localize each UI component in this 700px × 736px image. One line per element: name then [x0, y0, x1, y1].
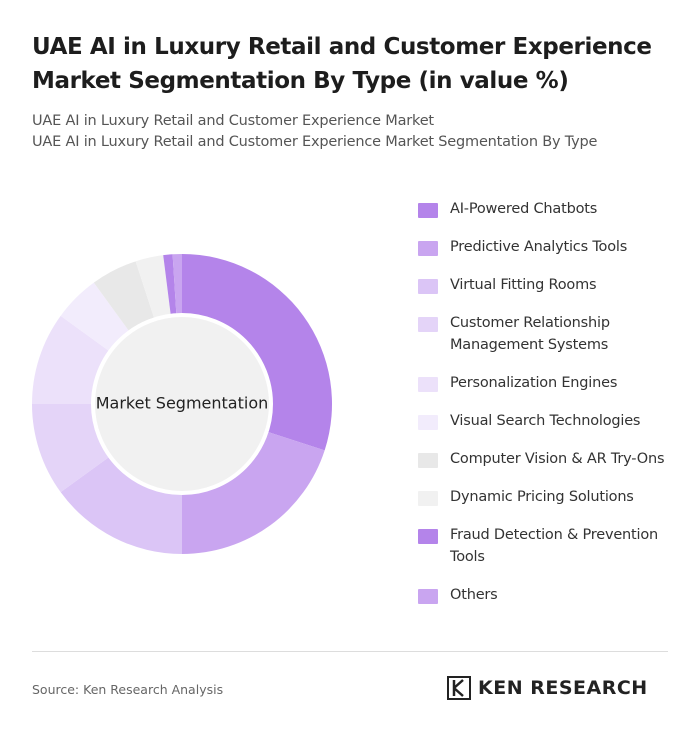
legend-item: Dynamic Pricing Solutions [418, 486, 688, 508]
donut-slice [60, 455, 183, 554]
legend-item: Fraud Detection & Prevention Tools [418, 524, 688, 568]
donut-slice [135, 255, 171, 321]
legend-item: Predictive Analytics Tools [418, 236, 688, 258]
donut-slice [182, 431, 325, 554]
donut-slice [93, 261, 155, 333]
legend-item: Visual Search Technologies [418, 410, 688, 432]
chart-title: UAE AI in Luxury Retail and Customer Exp… [32, 34, 652, 94]
legend-swatch [418, 377, 438, 392]
legend-item: AI-Powered Chatbots [418, 198, 688, 220]
legend-swatch [418, 279, 438, 294]
legend-item: Virtual Fitting Rooms [418, 274, 688, 296]
legend-swatch [418, 203, 438, 218]
donut-hole [91, 313, 273, 495]
legend-label: Dynamic Pricing Solutions [450, 489, 634, 505]
legend-label: AI-Powered Chatbots [450, 201, 598, 217]
legend-swatch [418, 453, 438, 468]
donut-chart: Market Segmentation [32, 254, 332, 554]
legend-label: Computer Vision & AR Try-Ons [450, 451, 665, 467]
legend-item: Others [418, 584, 688, 606]
donut-slice [60, 282, 131, 353]
legend-swatch [418, 241, 438, 256]
legend-swatch [418, 317, 438, 332]
brand-name: KEN RESEARCH [478, 677, 648, 699]
center-label: Market Segmentation [96, 394, 269, 413]
legend-label: Personalization Engines [450, 375, 618, 391]
legend-label: Customer Relationship Management Systems [450, 315, 610, 353]
subtitle: UAE AI in Luxury Retail and Customer Exp… [32, 113, 434, 129]
donut-slice [182, 254, 332, 451]
legend-label: Virtual Fitting Rooms [450, 277, 597, 293]
legend-label: Visual Search Technologies [450, 413, 641, 429]
legend-swatch [418, 415, 438, 430]
source: Source: Ken Research Analysis [32, 682, 224, 697]
legend-swatch [418, 589, 438, 604]
donut-slice [32, 315, 111, 404]
donut-slice [32, 404, 111, 493]
legend-label: Others [450, 587, 498, 603]
subtitle: UAE AI in Luxury Retail and Customer Exp… [32, 134, 598, 150]
brand-logo [447, 676, 471, 700]
legend-label: Predictive Analytics Tools [450, 239, 628, 255]
legend: AI-Powered Chatbots Predictive Analytics … [418, 198, 688, 622]
legend-swatch [418, 529, 438, 544]
donut-slice [172, 254, 182, 317]
legend-item: Computer Vision & AR Try-Ons [418, 448, 688, 470]
donut-slice [163, 254, 177, 317]
legend-item: Personalization Engines [418, 372, 688, 394]
legend-label: Fraud Detection & Prevention Tools [450, 527, 659, 565]
divider [32, 651, 668, 652]
legend-swatch [418, 491, 438, 506]
legend-item: Customer Relationship Management Systems [418, 312, 688, 356]
